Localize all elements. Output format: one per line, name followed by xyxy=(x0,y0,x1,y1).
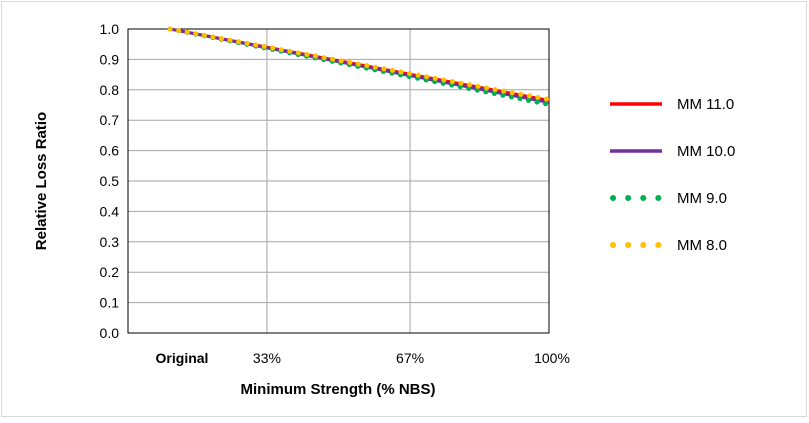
x-tick-label: 67% xyxy=(396,350,424,366)
series-layer xyxy=(167,26,552,107)
y-tick-label: 0.8 xyxy=(100,82,120,98)
legend-label: MM 9.0 xyxy=(677,190,727,207)
y-tick-label: 0.3 xyxy=(100,234,120,250)
x-tick-label: 33% xyxy=(253,350,281,366)
legend-label: MM 8.0 xyxy=(677,237,727,254)
x-tick-label: 100% xyxy=(534,350,570,366)
y-tick-label: 0.4 xyxy=(100,203,120,219)
x-axis-title: Minimum Strength (% NBS) xyxy=(241,381,436,398)
chart-svg: 0.0 0.1 0.2 0.3 0.4 0.5 0.6 0.7 0.8 0.9 1.0 Origin… xyxy=(33,21,735,398)
y-axis-ticks: 0.0 0.1 0.2 0.3 0.4 0.5 0.6 0.7 0.8 0.9 1.0 xyxy=(100,21,120,341)
legend-label: MM 10.0 xyxy=(677,143,735,160)
y-axis-title: Relative Loss Ratio xyxy=(33,112,50,250)
y-tick-label: 1.0 xyxy=(100,21,120,37)
gridlines xyxy=(128,29,549,333)
series-line-4 xyxy=(167,26,552,103)
y-tick-label: 0.5 xyxy=(100,173,120,189)
series-line-3 xyxy=(167,26,552,107)
y-tick-label: 0.1 xyxy=(100,295,120,311)
x-tick-label: Original xyxy=(156,350,209,366)
chart-frame: 0.0 0.1 0.2 0.3 0.4 0.5 0.6 0.7 0.8 0.9 1.0 Origin… xyxy=(1,1,807,417)
y-tick-label: 0.0 xyxy=(100,325,120,341)
legend-label: MM 11.0 xyxy=(677,96,734,113)
y-tick-label: 0.6 xyxy=(100,143,120,159)
legend: MM 11.0 MM 10.0 MM 9.0 MM 8.0 xyxy=(610,96,735,254)
y-tick-label: 0.7 xyxy=(100,112,120,128)
plot-area-border xyxy=(127,28,550,334)
x-axis-ticks: Original 33% 67% 100% xyxy=(156,350,570,366)
y-tick-label: 0.2 xyxy=(100,264,120,280)
y-tick-label: 0.9 xyxy=(100,51,120,67)
